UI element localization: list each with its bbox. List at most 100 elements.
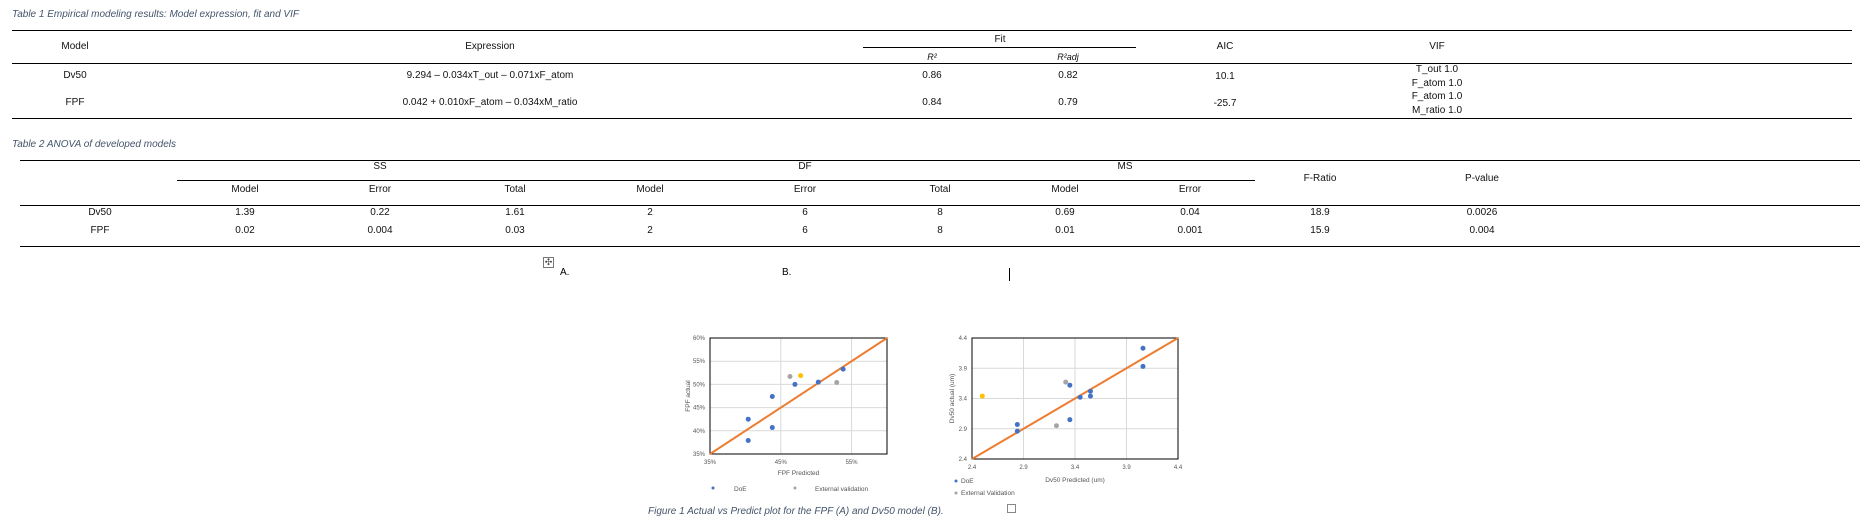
cell-r2adj: 0.79	[1058, 97, 1078, 108]
header-rule	[12, 63, 1852, 64]
cell-r2: 0.86	[922, 70, 942, 81]
header-expression: Expression	[465, 41, 515, 52]
header-p-value: P-value	[1465, 173, 1499, 184]
data-point	[1053, 423, 1059, 429]
y-tick-label: 3.4	[959, 397, 968, 403]
data-point	[769, 425, 775, 431]
identity-line	[971, 337, 1179, 460]
table1-caption: Table 1 Empirical modeling results: Mode…	[12, 9, 299, 20]
fit-rule	[863, 47, 1136, 48]
cell-model: Dv50	[63, 70, 87, 81]
cell-value: 6	[802, 207, 808, 218]
y-tick-label: 45%	[693, 406, 706, 412]
identity-line	[709, 337, 888, 455]
x-tick-label: 55%	[846, 460, 859, 466]
y-tick-label: 40%	[693, 429, 706, 435]
x-tick-label: 2.4	[968, 465, 977, 471]
y-tick-label: 2.4	[959, 457, 968, 463]
cell-value: 0.69	[1055, 207, 1075, 218]
header-group: DF	[798, 161, 812, 172]
data-point	[798, 373, 804, 379]
cell-value: 8	[937, 207, 943, 218]
panel-label: A.	[560, 267, 569, 278]
x-tick-label: 45%	[775, 460, 788, 466]
legend-label: DoE	[734, 486, 747, 493]
y-axis-label: FPF actual	[685, 380, 692, 412]
data-point	[787, 374, 793, 380]
x-tick-label: 3.4	[1071, 465, 1080, 471]
header-vif: VIF	[1429, 41, 1445, 52]
header-r2adj: R²adj	[1057, 52, 1079, 62]
paragraph-mark-box	[1007, 504, 1016, 513]
header-f-ratio: F-Ratio	[1303, 173, 1337, 184]
header-r2: R²	[927, 52, 937, 62]
cell-value: 0.04	[1180, 207, 1200, 218]
cell-value: 0.03	[505, 225, 525, 236]
plot-area	[971, 337, 1179, 460]
data-point	[1087, 393, 1093, 399]
cell-vif: T_out 1.0	[1415, 64, 1459, 75]
data-point	[745, 416, 751, 422]
cell-expression: 0.042 + 0.010xF_atom – 0.034xM_ratio	[402, 97, 578, 108]
x-axis-label: FPF Predicted	[778, 470, 820, 477]
y-axis-label: Dv50 actual (um)	[949, 374, 956, 424]
cell-value: 6	[802, 225, 808, 236]
x-tick-label: 3.9	[1122, 465, 1131, 471]
cell-value: 0.02	[235, 225, 255, 236]
data-point	[840, 366, 846, 372]
text-cursor	[1009, 268, 1010, 281]
y-tick-label: 35%	[693, 452, 706, 458]
move-handle-icon[interactable]: ✣	[543, 257, 554, 268]
x-tick-label: 2.9	[1019, 465, 1028, 471]
cell-aic: 10.1	[1215, 71, 1235, 82]
data-point	[1067, 382, 1073, 388]
data-point	[792, 381, 798, 387]
y-tick-label: 55%	[693, 359, 706, 365]
data-point	[1140, 363, 1146, 369]
top-rule	[12, 30, 1852, 31]
y-tick-label: 3.9	[959, 366, 968, 372]
y-tick-label: 60%	[693, 336, 706, 342]
legend-marker	[954, 479, 958, 483]
cell-expression: 9.294 – 0.034xT_out – 0.071xF_atom	[406, 70, 574, 81]
header-sub: Error	[793, 184, 817, 195]
y-tick-label: 4.4	[959, 336, 968, 342]
bottom-rule	[12, 118, 1852, 119]
header-group: MS	[1117, 161, 1133, 172]
figure-caption: Figure 1 Actual vs Predict plot for the …	[648, 506, 944, 517]
panel-label: B.	[782, 267, 791, 278]
legend-marker	[711, 486, 715, 490]
header-group: SS	[373, 161, 387, 172]
x-tick-label: 35%	[704, 460, 717, 466]
bottom-rule	[20, 246, 1860, 247]
cell-value: 0.001	[1177, 225, 1203, 236]
data-point	[1067, 417, 1073, 423]
header-rule	[20, 205, 1860, 206]
data-point	[815, 379, 821, 385]
header-sub: Model	[636, 184, 664, 195]
cell-r2adj: 0.82	[1058, 70, 1078, 81]
legend-label: External Validation	[961, 490, 1015, 497]
header-aic: AIC	[1216, 41, 1234, 52]
header-sub: Model	[1051, 184, 1079, 195]
data-point	[1077, 394, 1083, 400]
cell-aic: -25.7	[1213, 98, 1237, 109]
data-point	[834, 380, 840, 386]
cell-value: 0.0026	[1466, 207, 1498, 218]
cell-model: Dv50	[88, 207, 112, 218]
cell-model: FPF	[90, 225, 110, 236]
table2-caption: Table 2 ANOVA of developed models	[12, 139, 176, 150]
header-model: Model	[61, 41, 89, 52]
legend-marker	[793, 486, 797, 490]
cell-model: FPF	[65, 97, 85, 108]
x-axis-label: Dv50 Predicted (um)	[1045, 477, 1105, 484]
legend-label: DoE	[961, 478, 974, 485]
cell-vif: F_atom 1.0	[1411, 78, 1463, 89]
cell-vif: M_ratio 1.0	[1411, 105, 1463, 116]
cell-value: 0.004	[1469, 225, 1495, 236]
data-point	[1063, 379, 1069, 385]
y-tick-label: 2.9	[959, 427, 968, 433]
group-rule	[177, 180, 1255, 181]
header-sub: Total	[929, 184, 951, 195]
